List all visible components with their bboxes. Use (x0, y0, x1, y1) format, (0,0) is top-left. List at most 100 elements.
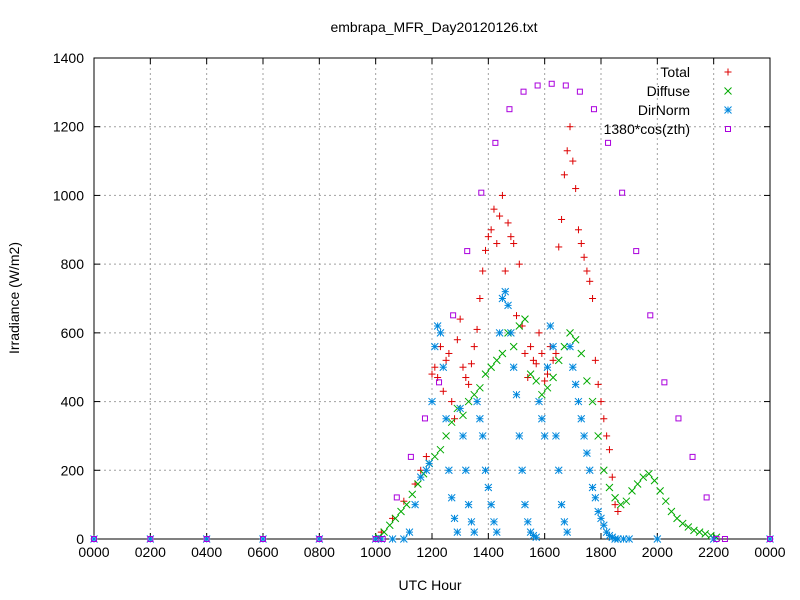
point-diffuse (537, 390, 546, 399)
point-total (535, 329, 543, 337)
legend-label-1380-cos-zth: 1380*cos(zth) (604, 121, 690, 137)
legend-marker-diffuse (724, 87, 732, 95)
legend-marker-dirnorm (724, 106, 732, 114)
point-1380-cos-zth (520, 88, 527, 95)
plot-frame (93, 57, 771, 540)
point-diffuse (414, 480, 422, 488)
y-axis-label: Irradiance (W/m2) (6, 242, 22, 354)
point-dirnorm (532, 533, 541, 542)
point-diffuse (594, 432, 603, 440)
point-1380-cos-zth (492, 139, 499, 146)
point-dirnorm (577, 414, 586, 423)
point-total (473, 325, 481, 333)
point-total (569, 157, 577, 165)
point-dirnorm (504, 301, 512, 310)
point-dirnorm (583, 449, 591, 457)
point-1380-cos-zth (260, 536, 266, 542)
point-total (583, 267, 591, 275)
point-diffuse (566, 329, 574, 337)
point-total (465, 380, 473, 388)
y-tick-label: 1000 (53, 187, 84, 203)
y-tick-label: 800 (61, 256, 85, 272)
point-diffuse (397, 507, 405, 516)
point-1380-cos-zth (393, 494, 400, 501)
point-total (439, 387, 447, 395)
point-total (572, 185, 580, 193)
point-total (563, 147, 571, 155)
point-diffuse (678, 519, 687, 528)
point-diffuse (560, 342, 569, 351)
point-total (496, 212, 504, 220)
point-1380-cos-zth (464, 248, 471, 255)
point-dirnorm (560, 517, 569, 526)
point-1380-cos-zth (703, 494, 710, 501)
point-diffuse (515, 322, 524, 330)
tick-labels: 0000 0200 0400 0600 0800 1000 1200 1400 1600 1800… (53, 50, 786, 560)
point-diffuse (690, 526, 698, 535)
point-diffuse (639, 473, 648, 482)
point-dirnorm (554, 466, 563, 475)
x-axis-label: UTC Hour (398, 577, 461, 593)
point-dirnorm (450, 514, 459, 523)
x-tick-label: 1800 (585, 544, 616, 560)
point-1380-cos-zth (633, 248, 640, 255)
point-total (467, 360, 475, 368)
point-diffuse (532, 377, 541, 385)
x-tick-label: 1200 (416, 544, 447, 560)
point-dirnorm (498, 294, 507, 303)
point-diffuse (667, 507, 676, 516)
point-total (493, 240, 501, 248)
legend-label-dirnorm: DirNorm (638, 102, 690, 118)
point-dirnorm (549, 342, 557, 351)
point-total (442, 356, 450, 364)
point-diffuse (628, 487, 636, 495)
point-diffuse (701, 529, 710, 538)
point-total (431, 363, 439, 371)
point-dirnorm (495, 329, 504, 337)
point-dirnorm (487, 500, 496, 509)
point-diffuse (611, 493, 619, 502)
point-diffuse (605, 483, 614, 492)
point-dirnorm (585, 466, 594, 475)
point-dirnorm (399, 535, 408, 543)
point-total (476, 295, 484, 302)
point-total (591, 356, 599, 364)
point-dirnorm (422, 466, 431, 475)
grid-lines (94, 58, 770, 539)
point-diffuse (656, 487, 665, 495)
point-diffuse (385, 521, 394, 530)
point-diffuse (583, 377, 591, 385)
point-diffuse (470, 390, 479, 399)
y-tick-label: 400 (61, 394, 85, 410)
point-total (422, 453, 430, 461)
point-diffuse (622, 497, 631, 506)
point-total (498, 191, 506, 199)
point-total (577, 240, 585, 248)
legend-marker-total (724, 68, 732, 76)
point-total (501, 267, 509, 275)
point-dirnorm (563, 528, 572, 536)
x-tick-label: 0000 (78, 544, 109, 560)
point-diffuse (521, 315, 529, 323)
series-total (377, 123, 622, 536)
point-total (456, 315, 464, 323)
point-1380-cos-zth (316, 536, 323, 542)
point-diffuse (588, 397, 597, 406)
point-dirnorm (625, 535, 634, 543)
y-tick-label: 1200 (53, 119, 84, 135)
point-dirnorm (411, 500, 419, 509)
point-total (603, 432, 611, 440)
point-dirnorm (599, 521, 608, 530)
point-diffuse (645, 469, 653, 478)
point-diffuse (464, 397, 473, 406)
point-total (515, 260, 523, 268)
point-1380-cos-zth (562, 82, 569, 89)
point-total (453, 336, 461, 344)
point-total (558, 215, 566, 223)
point-1380-cos-zth (147, 536, 154, 542)
point-1380-cos-zth (619, 189, 626, 196)
point-diffuse (571, 335, 580, 344)
point-dirnorm (546, 322, 555, 330)
point-total (549, 356, 557, 364)
point-1380-cos-zth (647, 312, 654, 319)
